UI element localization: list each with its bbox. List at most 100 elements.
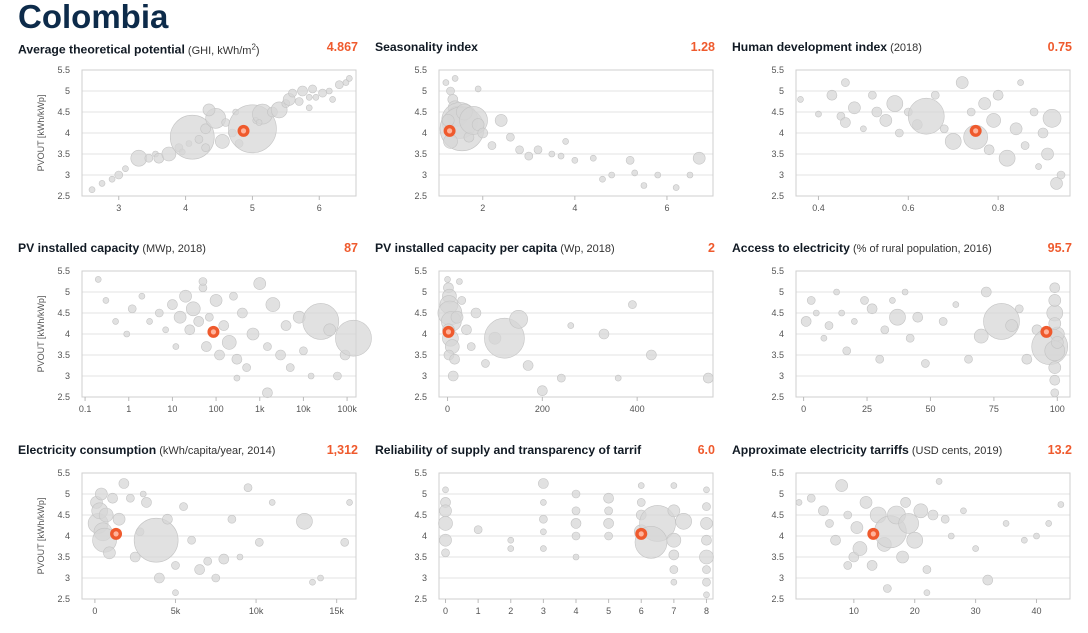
data-point[interactable] [205, 312, 214, 322]
data-point[interactable] [509, 309, 528, 329]
data-point[interactable] [98, 507, 114, 523]
data-point[interactable] [473, 525, 483, 534]
data-point[interactable] [998, 149, 1016, 167]
data-point[interactable] [167, 299, 178, 310]
data-point[interactable] [843, 510, 853, 520]
data-point[interactable] [913, 503, 929, 519]
data-point[interactable] [646, 349, 657, 361]
data-point[interactable] [1020, 141, 1030, 150]
data-point[interactable] [334, 80, 344, 90]
data-point[interactable] [141, 497, 152, 508]
data-point[interactable] [229, 291, 238, 301]
data-point[interactable] [237, 307, 248, 319]
data-point[interactable] [905, 333, 915, 343]
data-point[interactable] [570, 518, 582, 529]
data-point[interactable] [112, 512, 126, 526]
data-point[interactable] [604, 506, 613, 516]
data-point[interactable] [130, 149, 148, 167]
data-point[interactable] [481, 359, 490, 368]
data-point[interactable] [540, 499, 547, 506]
data-point[interactable] [184, 324, 196, 336]
data-point[interactable] [599, 175, 606, 183]
data-point[interactable] [840, 117, 851, 128]
data-point[interactable] [1048, 361, 1062, 374]
data-point[interactable] [868, 90, 877, 100]
data-point[interactable] [835, 479, 848, 492]
data-point[interactable] [1005, 319, 1018, 332]
data-point[interactable] [1049, 374, 1061, 386]
data-point[interactable] [702, 372, 714, 384]
data-point[interactable] [983, 144, 995, 156]
data-point[interactable] [686, 171, 694, 179]
data-point[interactable] [912, 311, 924, 323]
data-point[interactable] [848, 101, 861, 115]
data-point[interactable] [825, 519, 834, 528]
data-point[interactable] [451, 75, 459, 82]
data-point[interactable] [608, 171, 615, 179]
data-point[interactable] [346, 499, 353, 506]
data-point[interactable] [307, 372, 315, 380]
data-point[interactable] [571, 506, 581, 516]
data-point[interactable] [139, 490, 147, 498]
data-point[interactable] [889, 297, 896, 304]
data-point[interactable] [444, 276, 451, 283]
data-point[interactable] [1051, 336, 1064, 349]
data-point[interactable] [450, 310, 464, 324]
data-point[interactable] [442, 486, 449, 494]
data-point[interactable] [236, 553, 244, 561]
data-point[interactable] [843, 561, 853, 570]
data-point[interactable] [309, 578, 316, 586]
data-point[interactable] [138, 292, 146, 300]
data-point[interactable] [866, 560, 878, 571]
data-point[interactable] [571, 157, 579, 164]
data-point[interactable] [447, 370, 459, 382]
data-point[interactable] [812, 309, 820, 317]
data-point[interactable] [323, 323, 337, 337]
data-point[interactable] [982, 574, 994, 586]
data-point[interactable] [129, 551, 141, 563]
data-point[interactable] [978, 97, 991, 110]
data-point[interactable] [179, 289, 192, 303]
data-point[interactable] [603, 492, 614, 504]
data-point[interactable] [242, 363, 251, 372]
data-point[interactable] [1014, 304, 1024, 314]
data-point[interactable] [317, 574, 324, 582]
data-point[interactable] [446, 86, 455, 96]
data-point[interactable] [815, 110, 822, 118]
data-point[interactable] [1002, 520, 1010, 527]
data-point[interactable] [540, 528, 547, 536]
data-point[interactable] [935, 478, 943, 485]
data-point[interactable] [964, 354, 973, 364]
data-point[interactable] [879, 114, 893, 127]
data-point[interactable] [522, 360, 534, 371]
data-point[interactable] [921, 359, 930, 368]
data-point[interactable] [98, 180, 106, 187]
data-point[interactable] [494, 114, 508, 127]
data-point[interactable] [103, 546, 116, 560]
data-point[interactable] [524, 151, 534, 161]
data-point[interactable] [800, 316, 812, 327]
data-point[interactable] [1021, 536, 1028, 544]
data-point[interactable] [938, 317, 948, 326]
data-point[interactable] [603, 518, 614, 529]
data-point[interactable] [944, 133, 962, 150]
data-point[interactable] [625, 156, 635, 165]
data-point[interactable] [883, 584, 892, 593]
data-point[interactable] [1042, 108, 1062, 128]
data-point[interactable] [806, 296, 816, 305]
data-point[interactable] [1057, 501, 1065, 508]
data-point[interactable] [487, 141, 497, 150]
data-point[interactable] [797, 96, 804, 103]
data-point[interactable] [162, 326, 169, 334]
data-point[interactable] [194, 135, 204, 144]
data-point[interactable] [215, 134, 230, 149]
data-point[interactable] [255, 119, 263, 126]
data-point[interactable] [305, 93, 313, 101]
data-point[interactable] [94, 276, 102, 283]
data-point[interactable] [636, 498, 646, 507]
data-point[interactable] [227, 514, 237, 524]
data-point[interactable] [246, 327, 260, 341]
data-point[interactable] [438, 516, 453, 531]
data-point[interactable] [980, 286, 992, 298]
data-point[interactable] [202, 103, 216, 117]
